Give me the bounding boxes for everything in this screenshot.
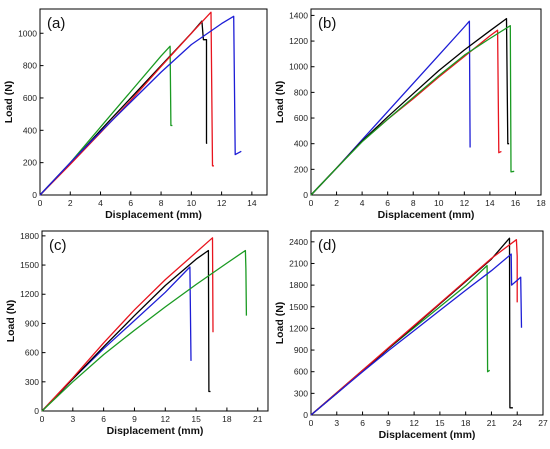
- x-tick-label: 24: [512, 418, 522, 428]
- y-tick-label: 900: [294, 345, 308, 355]
- x-tick-label: 3: [70, 414, 75, 424]
- x-tick-label: 2: [334, 198, 339, 208]
- plot-frame: [41, 230, 269, 412]
- x-tick-label: 15: [191, 414, 201, 424]
- x-tick-label: 6: [101, 414, 106, 424]
- series-line-black: [41, 249, 211, 412]
- y-tick-label: 400: [23, 125, 37, 135]
- y-tick-label: 0: [303, 190, 308, 200]
- y-tick-label: 1800: [289, 280, 308, 290]
- x-tick-label: 4: [98, 198, 103, 208]
- x-tick-label: 18: [536, 198, 546, 208]
- plot-frame: [310, 8, 542, 196]
- x-tick-label: 10: [187, 198, 197, 208]
- x-axis-label: Displacement (mm): [379, 429, 476, 441]
- series-line-green: [310, 25, 515, 196]
- panel-label: (a): [47, 15, 65, 32]
- x-tick-label: 6: [360, 418, 365, 428]
- x-tick-label: 2: [68, 198, 73, 208]
- x-tick-label: 15: [435, 418, 445, 428]
- x-tick-label: 18: [461, 418, 471, 428]
- series-line-red: [310, 239, 518, 416]
- x-tick-label: 3: [334, 418, 339, 428]
- y-tick-label: 1200: [289, 323, 308, 333]
- y-tick-label: 300: [25, 377, 39, 387]
- x-tick-label: 0: [38, 198, 43, 208]
- plot-frame: [310, 230, 544, 416]
- y-tick-label: 1400: [289, 10, 308, 20]
- y-tick-label: 800: [23, 61, 37, 71]
- y-tick-label: 400: [294, 139, 308, 149]
- series-line-red: [310, 29, 502, 196]
- chart-panel-2: 0 2 4 6 8 10 12 14 16 18 0 200 400 600 800 1000 1200 1400…: [274, 8, 546, 221]
- x-tick-label: 21: [253, 414, 263, 424]
- series-line-blue: [310, 20, 471, 196]
- x-tick-label: 14: [247, 198, 257, 208]
- x-tick-label: 9: [386, 418, 391, 428]
- x-tick-label: 9: [132, 414, 137, 424]
- x-tick-label: 0: [40, 414, 45, 424]
- y-tick-label: 900: [25, 318, 39, 328]
- x-tick-label: 27: [538, 418, 548, 428]
- x-tick-label: 8: [159, 198, 164, 208]
- y-axis-label: Load (N): [274, 302, 286, 345]
- series-line-green: [41, 249, 248, 412]
- y-tick-label: 1000: [289, 62, 308, 72]
- y-axis-label: Load (N): [274, 81, 286, 124]
- y-tick-label: 600: [294, 113, 308, 123]
- y-tick-label: 0: [34, 406, 39, 416]
- x-tick-label: 12: [409, 418, 419, 428]
- x-axis-label: Displacement (mm): [107, 425, 204, 437]
- y-tick-label: 600: [25, 348, 39, 358]
- x-tick-label: 16: [511, 198, 521, 208]
- y-axis-label: Load (N): [5, 300, 17, 343]
- x-tick-label: 6: [128, 198, 133, 208]
- series-line-red: [39, 11, 214, 196]
- chart-panel-1: 0 2 4 6 8 10 12 14 0 200 400 600 800 1000 Displacement…: [3, 8, 268, 221]
- x-tick-label: 12: [161, 414, 171, 424]
- x-tick-label: 18: [222, 414, 232, 424]
- y-tick-label: 1200: [289, 36, 308, 46]
- y-tick-label: 1200: [20, 289, 39, 299]
- y-axis-label: Load (N): [3, 81, 15, 124]
- y-tick-label: 600: [294, 367, 308, 377]
- chart-panel-4: 0 3 6 9 12 15 18 21 24 27 0 300 600 900 1200 1500 1800 21…: [274, 230, 548, 441]
- y-tick-label: 300: [294, 388, 308, 398]
- x-tick-label: 8: [411, 198, 416, 208]
- y-tick-label: 0: [303, 410, 308, 420]
- series-line-blue: [310, 253, 523, 416]
- panel-label: (b): [318, 15, 336, 32]
- series-line-red: [41, 237, 214, 412]
- chart-panel-3: 0 3 6 9 12 15 18 21 0 300 600 900 1200 1500 1800 Displa…: [5, 230, 269, 437]
- x-tick-label: 4: [360, 198, 365, 208]
- x-tick-label: 0: [309, 418, 314, 428]
- x-axis-label: Displacement (mm): [378, 209, 475, 221]
- y-tick-label: 1800: [20, 231, 39, 241]
- panel-label: (c): [49, 237, 67, 254]
- y-tick-label: 2400: [289, 237, 308, 247]
- plot-frame: [39, 8, 268, 196]
- x-tick-label: 10: [434, 198, 444, 208]
- x-axis-label: Displacement (mm): [105, 209, 202, 221]
- x-tick-label: 12: [460, 198, 470, 208]
- y-tick-label: 1000: [18, 28, 37, 38]
- x-tick-label: 14: [485, 198, 495, 208]
- y-tick-label: 200: [294, 164, 308, 174]
- y-tick-label: 800: [294, 87, 308, 97]
- y-tick-label: 1500: [20, 260, 39, 270]
- y-tick-label: 0: [32, 190, 37, 200]
- series-line-green: [39, 45, 173, 196]
- y-tick-label: 200: [23, 158, 37, 168]
- series-line-blue: [39, 15, 242, 196]
- x-tick-label: 21: [487, 418, 497, 428]
- y-tick-label: 2100: [289, 258, 308, 268]
- panel-label: (d): [318, 237, 336, 254]
- x-tick-label: 0: [309, 198, 314, 208]
- x-tick-label: 6: [385, 198, 390, 208]
- y-tick-label: 1500: [289, 302, 308, 312]
- y-tick-label: 600: [23, 93, 37, 103]
- x-tick-label: 12: [217, 198, 227, 208]
